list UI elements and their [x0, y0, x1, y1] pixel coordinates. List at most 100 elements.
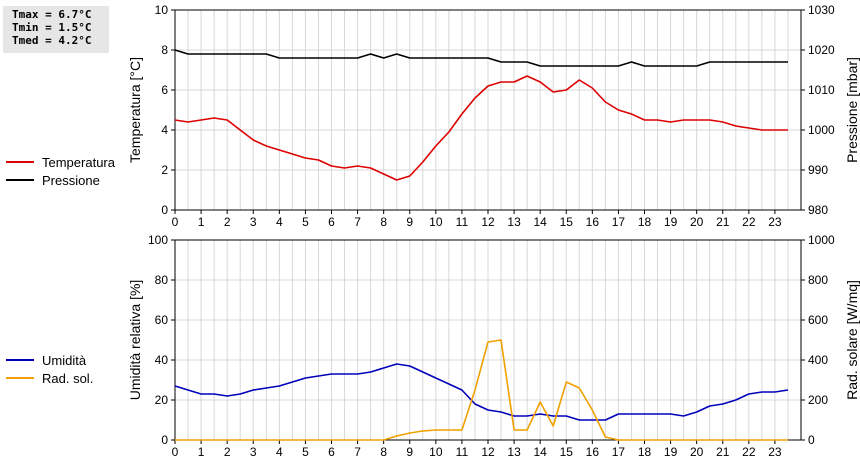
y-tick-label-right: 980: [808, 203, 828, 217]
y-tick-label-left: 80: [155, 273, 169, 287]
x-tick-label: 12: [481, 445, 495, 459]
y-tick-label-right: 1000: [808, 233, 835, 247]
legend-label: Umidità: [42, 352, 87, 368]
x-tick-label: 9: [406, 445, 413, 459]
legend-item-humidity: Umidità: [6, 351, 93, 369]
stats-value: 6.7°C: [58, 8, 92, 21]
legend-item-pressure: Pressione: [6, 171, 115, 189]
x-tick-label: 1: [198, 215, 205, 229]
stats-label: Tmed: [12, 34, 39, 47]
y-axis-title-right: Rad. solare [W/mq]: [844, 280, 860, 400]
legend-bottom: Umidità Rad. sol.: [6, 351, 93, 387]
y-tick-label-left: 10: [155, 3, 169, 17]
x-tick-label: 1: [198, 445, 205, 459]
legend-top: Temperatura Pressione: [6, 153, 115, 189]
x-tick-label: 2: [224, 215, 231, 229]
x-tick-label: 16: [586, 215, 600, 229]
stats-label: Tmin: [12, 21, 39, 34]
chart-panel-1: 0 1 2 3 4 5 6 7 8 9 10 11 12 13 14 15 16 17 18 19 20 21 22 2302…: [127, 233, 860, 459]
x-tick-label: 20: [690, 215, 704, 229]
x-tick-label: 20: [690, 445, 704, 459]
y-tick-label-left: 2: [161, 163, 168, 177]
stats-row-tmax: Tmax = 6.7°C: [12, 8, 92, 21]
x-tick-label: 10: [429, 445, 443, 459]
y-tick-label-left: 40: [155, 353, 169, 367]
y-tick-label-right: 0: [808, 433, 815, 447]
stats-value: 1.5°C: [58, 21, 92, 34]
y-tick-label-left: 0: [161, 203, 168, 217]
x-tick-label: 18: [638, 215, 652, 229]
stats-label: Tmax: [12, 8, 39, 21]
x-tick-label: 5: [302, 445, 309, 459]
y-tick-label-right: 1030: [808, 3, 835, 17]
x-tick-label: 7: [354, 445, 361, 459]
y-tick-label-left: 0: [161, 433, 168, 447]
x-tick-label: 16: [586, 445, 600, 459]
y-axis-title-left: Temperatura [°C]: [127, 57, 143, 163]
x-tick-label: 6: [328, 215, 335, 229]
x-tick-label: 8: [380, 445, 387, 459]
y-axis-title-left: Umidità relativa [%]: [127, 280, 143, 401]
stats-value: 4.2°C: [58, 34, 92, 47]
x-tick-label: 4: [276, 445, 283, 459]
x-tick-label: 17: [612, 445, 626, 459]
y-tick-label-left: 6: [161, 83, 168, 97]
stats-box: Tmax = 6.7°C Tmin = 1.5°C Tmed = 4.2°C: [3, 6, 109, 53]
x-tick-label: 19: [664, 445, 678, 459]
x-tick-label: 14: [533, 445, 547, 459]
x-tick-label: 10: [429, 215, 443, 229]
x-tick-label: 7: [354, 215, 361, 229]
x-tick-label: 5: [302, 215, 309, 229]
x-tick-label: 22: [742, 445, 756, 459]
legend-swatch: [6, 179, 34, 181]
x-tick-label: 21: [716, 445, 730, 459]
x-tick-label: 6: [328, 445, 335, 459]
y-tick-label-right: 1020: [808, 43, 835, 57]
x-tick-label: 12: [481, 215, 495, 229]
x-tick-label: 11: [456, 445, 469, 459]
legend-label: Pressione: [42, 172, 100, 188]
y-tick-label-right: 990: [808, 163, 828, 177]
series-line-pressure: [174, 49, 788, 67]
x-tick-label: 17: [612, 215, 626, 229]
x-tick-label: 0: [172, 215, 179, 229]
y-tick-label-right: 200: [808, 393, 828, 407]
legend-swatch: [6, 161, 34, 163]
x-tick-label: 21: [716, 215, 730, 229]
x-tick-label: 13: [507, 445, 521, 459]
y-tick-label-left: 8: [161, 43, 168, 57]
legend-item-temperature: Temperatura: [6, 153, 115, 171]
chart-panel-0: 0 1 2 3 4 5 6 7 8 9 10 11 12 13 14 15 16 17 18 19 20 21 22 2302…: [127, 3, 860, 229]
x-tick-label: 19: [664, 215, 678, 229]
series-line-radiation: [175, 339, 788, 441]
series-line-humidity: [174, 363, 789, 421]
y-tick-label-right: 1010: [808, 83, 835, 97]
stats-row-tmed: Tmed = 4.2°C: [12, 34, 92, 47]
x-tick-label: 9: [406, 215, 413, 229]
legend-label: Temperatura: [42, 154, 115, 170]
legend-item-radiation: Rad. sol.: [6, 369, 93, 387]
x-tick-label: 3: [250, 445, 257, 459]
x-tick-label: 23: [768, 215, 782, 229]
y-tick-label-right: 600: [808, 313, 828, 327]
x-tick-label: 4: [276, 215, 283, 229]
x-tick-label: 15: [560, 445, 574, 459]
y-axis-title-right: Pressione [mbar]: [844, 57, 860, 163]
x-tick-label: 13: [507, 215, 521, 229]
x-tick-label: 14: [533, 215, 547, 229]
stats-row-tmin: Tmin = 1.5°C: [12, 21, 92, 34]
y-tick-label-right: 800: [808, 273, 828, 287]
y-tick-label-left: 60: [155, 313, 169, 327]
y-tick-label-left: 20: [155, 393, 169, 407]
legend-label: Rad. sol.: [42, 370, 94, 386]
x-tick-label: 22: [742, 215, 756, 229]
x-tick-label: 15: [560, 215, 574, 229]
x-tick-label: 18: [638, 445, 652, 459]
x-tick-label: 2: [224, 445, 231, 459]
y-tick-label-right: 1000: [808, 123, 835, 137]
x-tick-label: 23: [768, 445, 782, 459]
y-tick-label-right: 400: [808, 353, 828, 367]
y-tick-label-left: 4: [161, 123, 168, 137]
series-line-temperature: [174, 75, 788, 181]
